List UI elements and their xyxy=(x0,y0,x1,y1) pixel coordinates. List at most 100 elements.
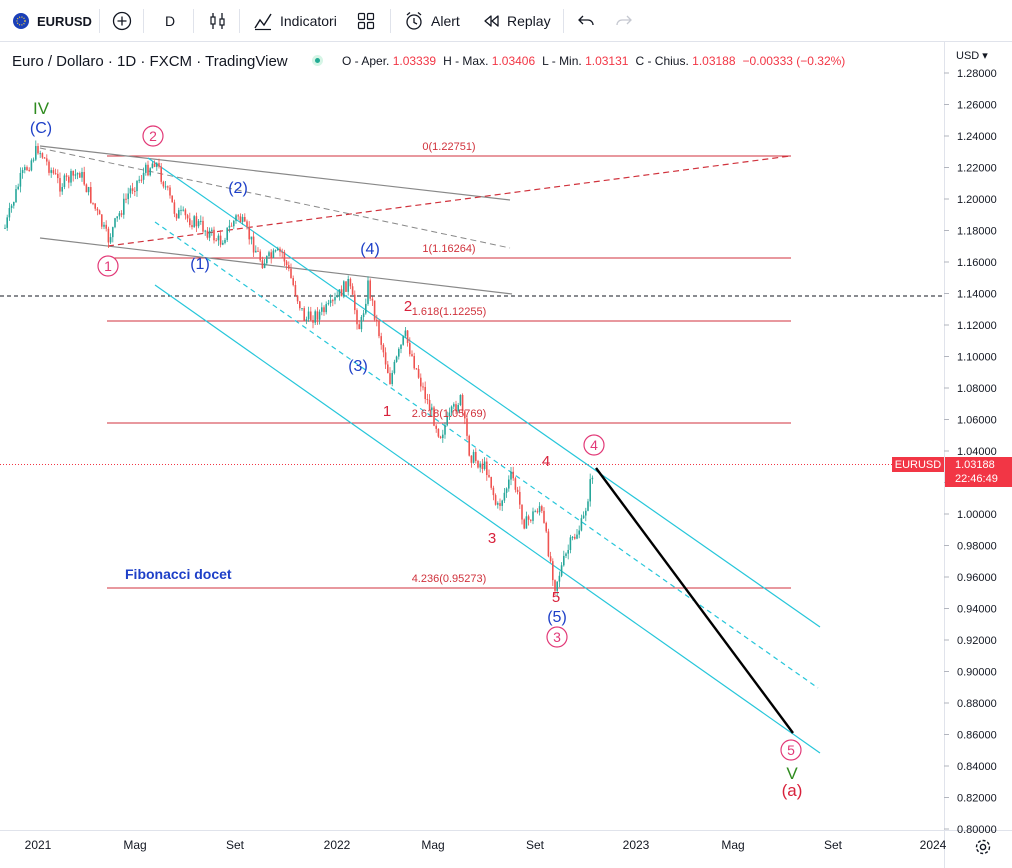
candle-body xyxy=(373,300,376,320)
candle-body xyxy=(527,516,530,520)
candle-body xyxy=(158,163,160,167)
candle-body xyxy=(556,581,558,591)
redo-button[interactable] xyxy=(615,0,640,42)
candle-body xyxy=(57,173,59,179)
candle-body xyxy=(59,178,61,192)
candle-body xyxy=(574,536,576,539)
plot-area xyxy=(0,42,944,830)
candle-body xyxy=(250,236,253,240)
candle-body xyxy=(439,436,442,439)
candle-body xyxy=(195,216,198,227)
candle-body xyxy=(431,407,433,411)
candle-body xyxy=(153,163,156,167)
replay-button[interactable]: Replay xyxy=(482,0,551,42)
candle-body xyxy=(477,460,479,468)
candle-body xyxy=(68,176,70,183)
currency-selector[interactable]: USD ▾ xyxy=(956,49,988,62)
candle-body xyxy=(48,161,50,173)
candle-body xyxy=(61,187,63,192)
candle-body xyxy=(15,189,17,203)
wave-label-circled: 2 xyxy=(149,128,157,144)
candle-body xyxy=(145,164,147,173)
candle-body xyxy=(237,215,239,217)
candle-body xyxy=(325,304,327,313)
candle-body xyxy=(296,295,299,302)
wave-label-green: IV xyxy=(33,99,50,118)
price-scale-label: 0.96000 xyxy=(957,572,997,584)
candle-body xyxy=(28,169,30,171)
candle-body xyxy=(310,311,312,321)
candle-body xyxy=(490,476,492,488)
candle-body xyxy=(380,336,382,345)
candles-icon xyxy=(208,11,228,31)
candle-body xyxy=(180,209,182,211)
candle-body xyxy=(470,455,473,463)
candle-body xyxy=(114,218,116,228)
time-scale-label: 2021 xyxy=(25,838,52,852)
candle-body xyxy=(257,250,259,252)
toolbar-divider xyxy=(99,9,100,33)
candle-body xyxy=(186,215,189,219)
candle-body xyxy=(549,556,552,562)
price-scale-label: 0.82000 xyxy=(957,793,997,805)
toolbar-divider xyxy=(143,9,144,33)
candle-body xyxy=(268,252,270,257)
candle-body xyxy=(259,251,261,261)
interval-button[interactable]: D xyxy=(165,0,175,42)
fib-level-label: 1(1.16264) xyxy=(422,243,475,255)
price-scale-label: 1.26000 xyxy=(957,100,997,112)
candle-body xyxy=(279,248,281,252)
symbol-search-button[interactable]: EURUSD xyxy=(12,0,92,42)
candle-body xyxy=(90,187,92,203)
candle-body xyxy=(215,240,217,242)
candle-body xyxy=(582,515,585,519)
candle-body xyxy=(461,395,464,412)
candle-body xyxy=(252,236,255,253)
candle-body xyxy=(338,289,341,297)
trend-line-dashed xyxy=(39,147,511,249)
price-scale-label: 1.18000 xyxy=(957,226,997,238)
candle-body xyxy=(303,308,305,321)
alert-button[interactable]: Alert xyxy=(404,0,460,42)
candle-body xyxy=(206,230,209,238)
candle-body xyxy=(340,289,343,297)
indicators-button[interactable]: Indicatori xyxy=(253,0,337,42)
compare-button[interactable] xyxy=(112,0,139,42)
candle-body xyxy=(222,242,224,245)
candle-body xyxy=(162,181,165,187)
layouts-button[interactable] xyxy=(357,0,382,42)
candle-body xyxy=(424,386,426,400)
candle-body xyxy=(457,405,459,412)
candle-body xyxy=(510,471,512,480)
open-label: O - Aper. xyxy=(342,54,390,68)
candle-body xyxy=(72,170,74,176)
time-scale-label: 2024 xyxy=(920,838,947,852)
candle-body xyxy=(422,386,424,388)
candle-body xyxy=(580,518,583,531)
wave-label-red: 5 xyxy=(552,589,560,606)
candle-body xyxy=(455,404,457,412)
candle-body xyxy=(321,307,323,312)
price-scale-label: 0.84000 xyxy=(957,761,997,773)
wave-label-blue: (2) xyxy=(228,180,248,197)
low-label: L - Min. xyxy=(542,54,582,68)
candle-body xyxy=(230,225,233,227)
market-status-icon[interactable] xyxy=(312,55,323,66)
candle-body xyxy=(433,407,435,426)
candle-body xyxy=(6,217,8,228)
price-chart[interactable]: 1.28000 1.26000 1.24000 1.22000 1.20000 1.180… xyxy=(0,42,1012,868)
undo-button[interactable] xyxy=(577,0,602,42)
chart-settings-button[interactable] xyxy=(970,834,996,860)
candle-body xyxy=(224,239,226,243)
candle-body xyxy=(354,294,356,311)
candle-body xyxy=(505,488,508,493)
toolbar-divider xyxy=(563,9,564,33)
candle-body xyxy=(213,229,215,241)
candle-body xyxy=(24,167,26,171)
candle-body xyxy=(523,519,525,529)
fib-level-label: 2.618(1.05769) xyxy=(412,408,487,420)
candle-body xyxy=(261,260,264,269)
candle-body xyxy=(294,285,297,296)
chart-type-button[interactable] xyxy=(208,0,235,42)
candle-body xyxy=(54,173,57,175)
